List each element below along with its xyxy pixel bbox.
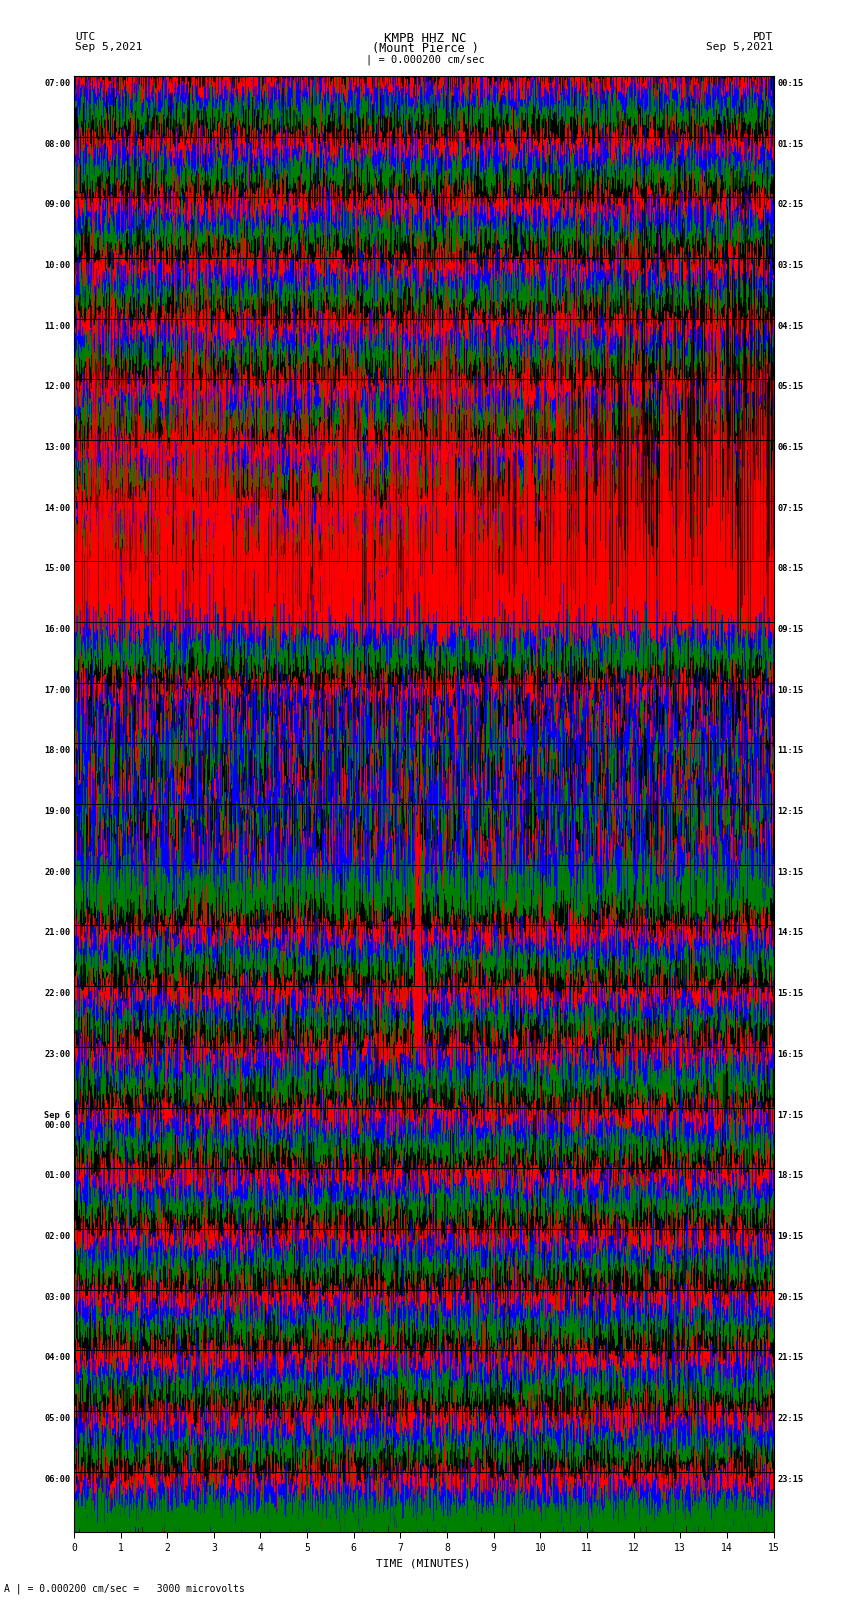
Text: 12:15: 12:15 bbox=[777, 806, 803, 816]
Text: 03:00: 03:00 bbox=[44, 1292, 71, 1302]
Text: 18:15: 18:15 bbox=[777, 1171, 803, 1181]
Text: 05:00: 05:00 bbox=[44, 1415, 71, 1423]
Text: 07:15: 07:15 bbox=[777, 503, 803, 513]
Text: PDT: PDT bbox=[753, 32, 774, 42]
Text: 01:15: 01:15 bbox=[777, 140, 803, 148]
Text: 02:00: 02:00 bbox=[44, 1232, 71, 1240]
Text: 17:00: 17:00 bbox=[44, 686, 71, 695]
Text: 22:00: 22:00 bbox=[44, 989, 71, 998]
Text: 22:15: 22:15 bbox=[777, 1415, 803, 1423]
Text: 02:15: 02:15 bbox=[777, 200, 803, 210]
Text: 04:15: 04:15 bbox=[777, 321, 803, 331]
Text: 17:15: 17:15 bbox=[777, 1111, 803, 1119]
Text: 19:00: 19:00 bbox=[44, 806, 71, 816]
Text: Sep 5,2021: Sep 5,2021 bbox=[706, 42, 774, 52]
Text: 09:00: 09:00 bbox=[44, 200, 71, 210]
Text: 16:00: 16:00 bbox=[44, 626, 71, 634]
Text: 23:15: 23:15 bbox=[777, 1474, 803, 1484]
Text: 13:00: 13:00 bbox=[44, 444, 71, 452]
Text: UTC: UTC bbox=[75, 32, 95, 42]
Text: 04:00: 04:00 bbox=[44, 1353, 71, 1363]
Text: 19:15: 19:15 bbox=[777, 1232, 803, 1240]
Text: 14:00: 14:00 bbox=[44, 503, 71, 513]
Text: 12:00: 12:00 bbox=[44, 382, 71, 392]
Text: (Mount Pierce ): (Mount Pierce ) bbox=[371, 42, 479, 55]
Text: 01:00: 01:00 bbox=[44, 1171, 71, 1181]
Text: 11:00: 11:00 bbox=[44, 321, 71, 331]
Text: 16:15: 16:15 bbox=[777, 1050, 803, 1058]
Text: KMPB HHZ NC: KMPB HHZ NC bbox=[383, 32, 467, 45]
Text: 08:15: 08:15 bbox=[777, 565, 803, 573]
Text: 03:15: 03:15 bbox=[777, 261, 803, 269]
Text: 20:00: 20:00 bbox=[44, 868, 71, 877]
Text: 07:00: 07:00 bbox=[44, 79, 71, 87]
Text: 23:00: 23:00 bbox=[44, 1050, 71, 1058]
Text: 09:15: 09:15 bbox=[777, 626, 803, 634]
Text: 21:00: 21:00 bbox=[44, 929, 71, 937]
X-axis label: TIME (MINUTES): TIME (MINUTES) bbox=[377, 1558, 471, 1568]
Text: | = 0.000200 cm/sec: | = 0.000200 cm/sec bbox=[366, 55, 484, 66]
Text: 13:15: 13:15 bbox=[777, 868, 803, 877]
Text: 06:15: 06:15 bbox=[777, 444, 803, 452]
Text: 18:00: 18:00 bbox=[44, 747, 71, 755]
Text: 15:15: 15:15 bbox=[777, 989, 803, 998]
Text: 06:00: 06:00 bbox=[44, 1474, 71, 1484]
Text: 14:15: 14:15 bbox=[777, 929, 803, 937]
Text: 10:00: 10:00 bbox=[44, 261, 71, 269]
Text: A | = 0.000200 cm/sec =   3000 microvolts: A | = 0.000200 cm/sec = 3000 microvolts bbox=[4, 1582, 245, 1594]
Text: 05:15: 05:15 bbox=[777, 382, 803, 392]
Text: 00:15: 00:15 bbox=[777, 79, 803, 87]
Text: Sep 5,2021: Sep 5,2021 bbox=[75, 42, 142, 52]
Text: 20:15: 20:15 bbox=[777, 1292, 803, 1302]
Text: 10:15: 10:15 bbox=[777, 686, 803, 695]
Text: 08:00: 08:00 bbox=[44, 140, 71, 148]
Text: 11:15: 11:15 bbox=[777, 747, 803, 755]
Text: Sep 6
00:00: Sep 6 00:00 bbox=[44, 1111, 71, 1131]
Text: 21:15: 21:15 bbox=[777, 1353, 803, 1363]
Text: 15:00: 15:00 bbox=[44, 565, 71, 573]
